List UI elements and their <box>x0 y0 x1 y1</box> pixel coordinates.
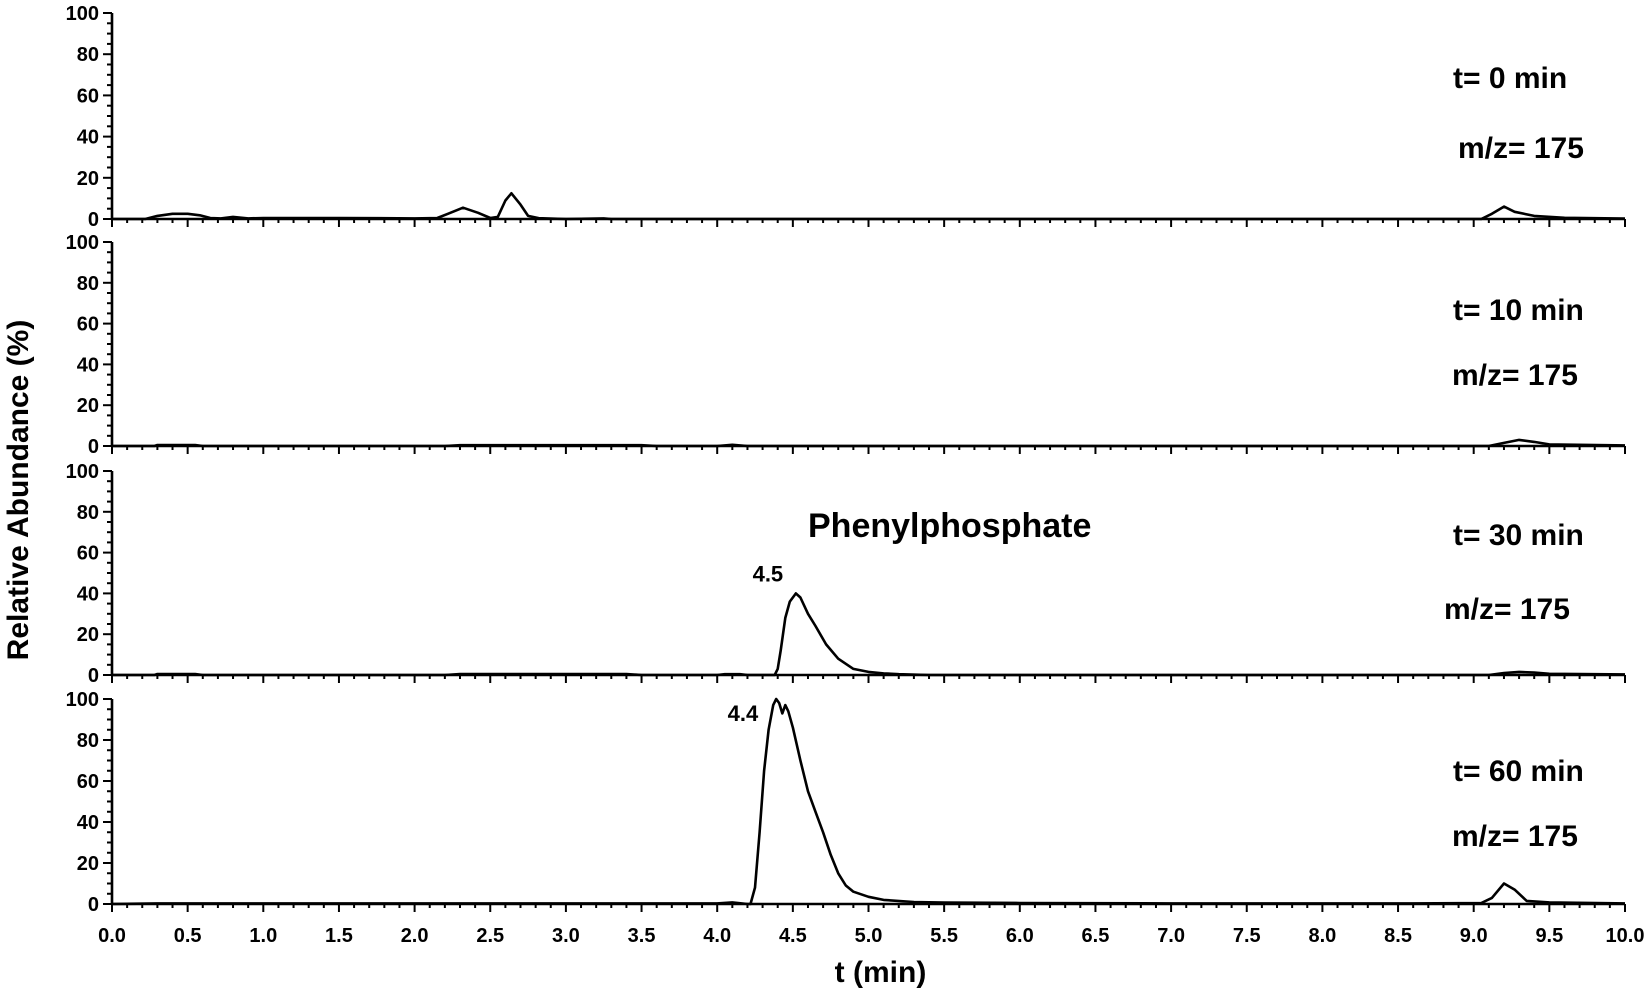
y-tick-label: 0 <box>88 665 99 687</box>
x-tick-label: 3.5 <box>628 925 656 947</box>
x-tick-label: 3.0 <box>552 925 580 947</box>
x-tick-label: 8.5 <box>1384 925 1412 947</box>
x-tick-label: 4.0 <box>703 925 731 947</box>
y-tick-label: 20 <box>77 168 99 190</box>
y-tick-label: 0 <box>88 894 99 916</box>
series-name-label: t= 10 min <box>1453 294 1584 327</box>
x-tick-label: 0.0 <box>98 925 126 947</box>
y-tick-label: 80 <box>77 730 99 752</box>
mz-label: m/z= 175 <box>1444 593 1570 626</box>
y-tick-label: 60 <box>77 543 99 565</box>
x-tick-label: 9.0 <box>1460 925 1488 947</box>
y-tick-label: 100 <box>66 461 99 483</box>
y-tick-label: 100 <box>66 3 99 25</box>
x-tick-label: 5.5 <box>930 925 958 947</box>
x-tick-label: 8.0 <box>1308 925 1336 947</box>
y-tick-label: 60 <box>77 771 99 793</box>
panel-0: 0 20 40 60 80 100 t= 0 min m/z= 175 <box>66 3 1626 231</box>
series-trace <box>112 438 1626 448</box>
panel-3: 0 20 40 60 80 100 t= 60 min m/z= 175 4.4 <box>66 689 1626 916</box>
peak-label: 4.5 <box>753 561 784 586</box>
mz-label: m/z= 175 <box>1458 132 1584 165</box>
mz-label: m/z= 175 <box>1452 359 1578 392</box>
series-name-label: t= 60 min <box>1453 755 1584 788</box>
y-tick-label: 20 <box>77 853 99 875</box>
series-trace <box>111 697 1626 906</box>
y-tick-label: 80 <box>77 502 99 524</box>
peak-label: 4.4 <box>728 701 759 726</box>
x-tick-label: 10.0 <box>1606 925 1645 947</box>
x-tick-label: 2.5 <box>476 925 504 947</box>
series-name-label: t= 30 min <box>1453 519 1584 552</box>
x-tick-label: 6.0 <box>1006 925 1034 947</box>
y-tick-label: 100 <box>66 232 99 254</box>
y-tick-label: 60 <box>77 85 99 107</box>
y-tick-label: 80 <box>77 273 99 295</box>
y-tick-label: 40 <box>77 583 99 605</box>
panel-2: 0 20 40 60 80 100 t= 30 min m/z= 175 4.5 <box>66 461 1626 687</box>
x-tick-label: 1.0 <box>249 925 277 947</box>
y-tick-label: 20 <box>77 395 99 417</box>
series-trace <box>112 592 1626 677</box>
x-tick-label: 1.5 <box>325 925 353 947</box>
x-tick-label: 0.5 <box>174 925 202 947</box>
y-tick-label: 40 <box>77 812 99 834</box>
mz-label: m/z= 175 <box>1452 820 1578 853</box>
panel-1: 0 20 40 60 80 100 t= 10 min m/z= 175 <box>66 232 1626 458</box>
panels-group: 0 20 40 60 80 100 t= 0 min m/z= 175 0 20 40 60 80 100… <box>66 3 1626 916</box>
y-tick-label: 20 <box>77 624 99 646</box>
y-tick-label: 40 <box>77 127 99 149</box>
y-tick-label: 80 <box>77 44 99 66</box>
x-tick-label: 4.5 <box>779 925 807 947</box>
x-tick-label: 7.0 <box>1157 925 1185 947</box>
y-tick-label: 40 <box>77 354 99 376</box>
series-name-label: t= 0 min <box>1453 62 1567 95</box>
x-tick-label: 6.5 <box>1082 925 1110 947</box>
x-tick-label: 7.5 <box>1233 925 1261 947</box>
x-tick-label: 9.5 <box>1535 925 1563 947</box>
series-trace <box>112 192 1626 221</box>
y-tick-label: 0 <box>88 209 99 231</box>
y-tick-label: 60 <box>77 314 99 336</box>
y-tick-label: 100 <box>66 689 99 711</box>
x-axis-title: t (min) <box>835 956 927 989</box>
x-tick-label: 2.0 <box>401 925 429 947</box>
y-axis-title: Relative Abundance (%) <box>2 320 35 661</box>
x-axis: 0.0 0.5 1.0 1.5 2.0 2.5 3.0 3.5 4.0 4.5 5.0 5.5 6.0 6… <box>98 925 1644 947</box>
compound-annotation: Phenylphosphate <box>808 507 1091 545</box>
y-tick-label: 0 <box>88 436 99 458</box>
x-tick-label: 5.0 <box>855 925 883 947</box>
